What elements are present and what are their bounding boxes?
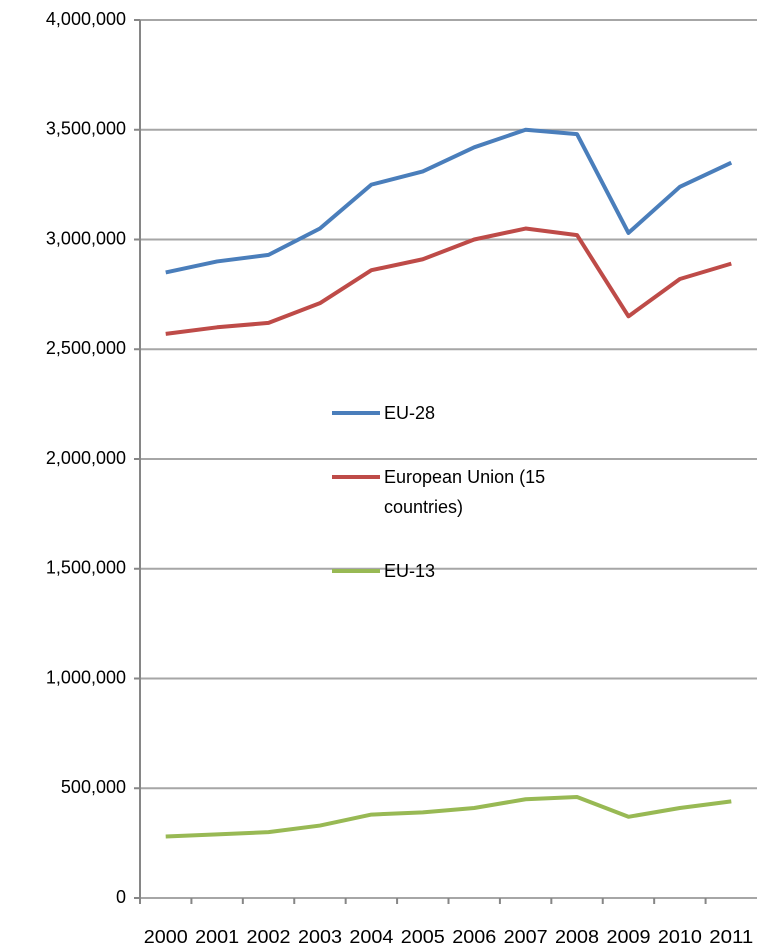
y-tick-label: 1,000,000 [46, 667, 126, 687]
legend-label: EU-13 [384, 561, 436, 581]
x-tick-label: 2004 [349, 927, 393, 947]
legend-label: European Union (15 countries) [384, 467, 546, 517]
x-tick-label: 2006 [452, 927, 496, 947]
series-line [165, 127, 733, 275]
y-tick-label: 4,000,000 [46, 9, 126, 29]
legend: EU-28 European Union (15 countries) EU-13 [332, 398, 582, 620]
y-tick-label: 1,500,000 [46, 558, 126, 578]
y-tick-label: 500,000 [61, 777, 126, 797]
x-tick-label: 2002 [247, 927, 291, 947]
legend-swatch [332, 475, 380, 479]
legend-entry: European Union (15 countries) [332, 462, 582, 522]
series-line [165, 226, 732, 336]
y-tick-label: 2,500,000 [46, 338, 126, 358]
legend-label: EU-28 [384, 403, 436, 423]
legend-swatch [332, 569, 380, 573]
y-tick-label: 0 [116, 887, 126, 907]
legend-entry: EU-13 [332, 556, 582, 586]
x-tick-label: 2008 [555, 927, 599, 947]
y-tick-label: 3,000,000 [46, 228, 126, 248]
x-tick-label: 2000 [144, 927, 188, 947]
legend-swatch [332, 411, 380, 415]
x-tick-label: 2010 [658, 927, 702, 947]
series-line [165, 795, 732, 839]
y-tick-label: 3,500,000 [46, 119, 126, 139]
x-tick-label: 2007 [504, 927, 548, 947]
x-tick-label: 2011 [709, 927, 753, 947]
x-tick-label: 2009 [606, 927, 650, 947]
x-tick-label: 2001 [195, 927, 239, 947]
x-tick-label: 2003 [298, 927, 342, 947]
y-tick-label: 2,000,000 [46, 448, 126, 468]
legend-entry: EU-28 [332, 398, 582, 428]
x-tick-label: 2005 [401, 927, 445, 947]
